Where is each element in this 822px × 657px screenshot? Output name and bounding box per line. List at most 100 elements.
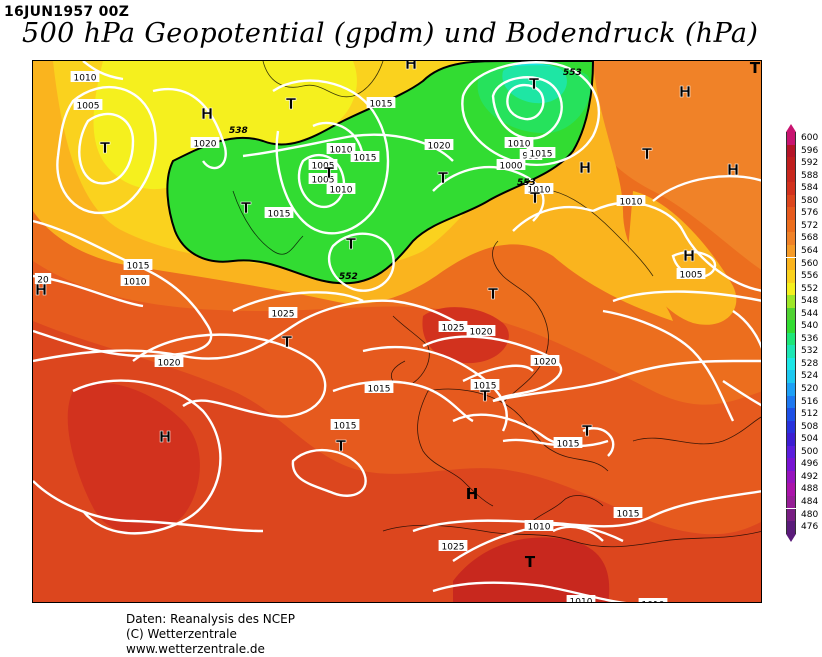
legend-swatch	[786, 244, 796, 258]
high-pressure-marker: H	[201, 105, 214, 123]
height-field-584-south	[453, 537, 610, 602]
svg-text:1015: 1015	[474, 382, 497, 392]
svg-text:1010: 1010	[528, 186, 551, 196]
isobar-label: 1015	[470, 379, 500, 392]
legend-swatch	[786, 257, 796, 271]
legend-label: 564	[801, 245, 819, 256]
isobar-label: 1010	[566, 595, 596, 604]
legend-label: 568	[801, 233, 819, 244]
height-contour-label: 553	[517, 178, 536, 188]
low-pressure-marker: T	[100, 139, 111, 157]
high-pressure-marker: H	[679, 83, 692, 101]
height-contour-label: 553	[563, 68, 582, 78]
legend-swatch	[786, 470, 796, 484]
isobar-label: 1010	[70, 71, 100, 84]
svg-text:1015: 1015	[617, 510, 640, 520]
low-pressure-marker: T	[438, 169, 449, 187]
isobar-label: 1020	[154, 356, 184, 369]
svg-text:1025: 1025	[442, 324, 465, 334]
height-field-580	[33, 321, 761, 602]
legend-swatch	[786, 157, 796, 170]
legend-swatch	[786, 295, 796, 308]
isobar-label: 1015	[264, 207, 294, 220]
legend-label: 504	[801, 434, 819, 445]
legend-swatch	[786, 433, 796, 446]
isobar-label: 1005	[73, 99, 103, 112]
height-contour-label: 538	[229, 126, 248, 136]
legend-label: 584	[801, 183, 819, 194]
legend-swatch	[786, 194, 796, 208]
legend-arrow-top	[786, 124, 796, 132]
svg-text:20: 20	[37, 276, 49, 286]
low-pressure-marker: T	[241, 199, 252, 217]
svg-text:1010: 1010	[528, 523, 551, 533]
svg-text:1010: 1010	[124, 278, 147, 288]
low-pressure-marker: T	[336, 437, 347, 455]
legend-label: 528	[801, 358, 819, 369]
legend-swatch	[786, 207, 796, 220]
high-pressure-marker: H	[683, 247, 696, 265]
low-pressure-marker: T	[750, 61, 761, 77]
legend-label: 548	[801, 296, 819, 307]
isobar-label: 1025	[268, 307, 298, 320]
legend-swatch	[786, 144, 796, 158]
low-pressure-marker: T	[525, 553, 536, 571]
legend-swatch	[786, 169, 796, 183]
legend-arrow-bottom	[786, 534, 796, 542]
low-pressure-marker: T	[282, 333, 293, 351]
legend-label: 496	[801, 459, 819, 470]
isobar-label: 1010	[616, 195, 646, 208]
isobars	[33, 61, 761, 602]
svg-text:1010: 1010	[330, 146, 353, 156]
legend-label: 524	[801, 371, 819, 382]
isobar-label: 1010	[326, 143, 356, 156]
weather-map: 1010 1005 1020 1015 1010 1005 1015 1010 1005 1000…	[32, 60, 762, 603]
legend-label: 596	[801, 145, 819, 156]
svg-text:1025: 1025	[442, 543, 465, 553]
isobar-label: 1015	[613, 507, 643, 520]
svg-text:1015: 1015	[370, 100, 393, 110]
isobar-label: 1015	[123, 259, 153, 272]
isobar-label: 1015	[350, 151, 380, 164]
legend-swatch	[786, 270, 796, 283]
legend-label: 488	[801, 484, 819, 495]
svg-text:1005: 1005	[312, 176, 335, 186]
isobar-label: 1020	[530, 355, 560, 368]
legend-swatch	[786, 458, 796, 471]
low-pressure-marker: T	[286, 95, 297, 113]
high-pressure-marker: H	[405, 61, 418, 73]
legend-label: 600	[801, 133, 819, 143]
credits-url[interactable]: www.wetterzentrale.de	[126, 642, 265, 656]
legend-label: 580	[801, 195, 819, 206]
svg-text:1010: 1010	[330, 186, 353, 196]
legend-label: 484	[801, 496, 819, 507]
date-label: 16JUN1957 00Z	[4, 4, 130, 20]
height-contour-label: 552	[339, 272, 358, 282]
credits: Daten: Reanalysis des NCEP (C) Wetterzen…	[126, 612, 295, 657]
legend-swatch	[786, 307, 796, 321]
legend-label: 532	[801, 346, 819, 357]
legend-swatch	[786, 182, 796, 195]
legend-label: 576	[801, 208, 819, 219]
credits-source: Daten: Reanalysis des NCEP	[126, 612, 295, 626]
legend-swatch	[786, 345, 796, 358]
isobar-label: 1015	[330, 419, 360, 432]
low-pressure-marker: T	[480, 387, 491, 405]
svg-text:1020: 1020	[534, 358, 557, 368]
legend-swatch	[786, 383, 796, 396]
low-pressure-marker: T	[529, 75, 540, 93]
svg-text:1025: 1025	[272, 310, 295, 320]
svg-text:1020: 1020	[158, 359, 181, 369]
height-field-552	[93, 61, 357, 190]
isobar-label: 1015	[553, 437, 583, 450]
isobar-label: 1025	[438, 540, 468, 553]
legend-label: 500	[801, 446, 819, 457]
legend-swatch	[786, 483, 796, 496]
isobar-label: 1020	[424, 139, 454, 152]
svg-text:1015: 1015	[354, 154, 377, 164]
svg-text:1010: 1010	[74, 74, 97, 84]
svg-text:1010: 1010	[570, 598, 593, 604]
isobar-label: 1005	[308, 159, 338, 172]
svg-text:1015: 1015	[268, 210, 291, 220]
svg-text:1020: 1020	[194, 140, 217, 150]
